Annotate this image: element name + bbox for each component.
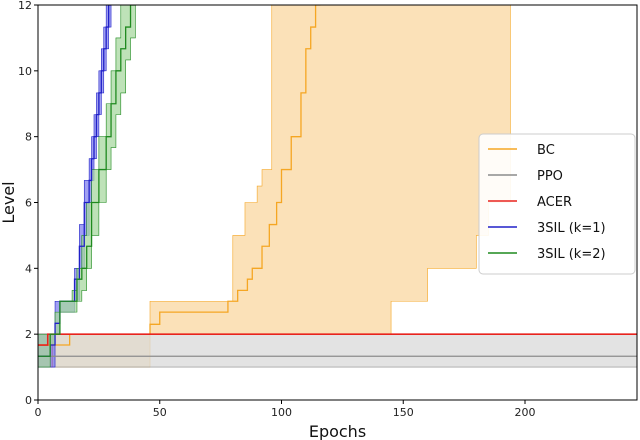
x-tick-label: 50 (153, 406, 167, 419)
legend-label: PPO (537, 169, 563, 184)
band-bc (38, 5, 511, 368)
legend: BC PPO ACER 3SIL (k=1) 3SIL (k=2) (478, 133, 636, 275)
y-axis-label: Level (0, 181, 18, 223)
legend-label: 3SIL (k=1) (537, 221, 606, 236)
series-lines (38, 5, 637, 357)
band-ppo (38, 333, 637, 368)
x-tick-label: 150 (393, 406, 414, 419)
y-tick-label: 8 (25, 131, 32, 144)
y-tick-label: 6 (25, 197, 32, 210)
x-tick-label: 0 (35, 406, 42, 419)
y-tick-label: 2 (25, 328, 32, 341)
y-axis-ticks: 0 2 4 6 8 10 12 (18, 0, 38, 407)
legend-label: BC (537, 143, 555, 158)
y-tick-label: 0 (25, 394, 32, 407)
line-3sil-k-2 (38, 5, 136, 357)
legend-box (478, 133, 636, 275)
x-axis-label: Epochs (309, 422, 366, 440)
legend-label: 3SIL (k=2) (537, 247, 606, 262)
y-tick-label: 4 (25, 262, 32, 275)
x-tick-label: 100 (271, 406, 292, 419)
y-tick-label: 12 (18, 0, 32, 12)
legend-label: ACER (537, 195, 572, 210)
line-bc (38, 5, 321, 346)
y-tick-label: 10 (18, 65, 32, 78)
line-acer (38, 333, 637, 346)
x-tick-label: 200 (514, 406, 535, 419)
x-axis-ticks: 0 50 100 150 200 (35, 400, 535, 419)
